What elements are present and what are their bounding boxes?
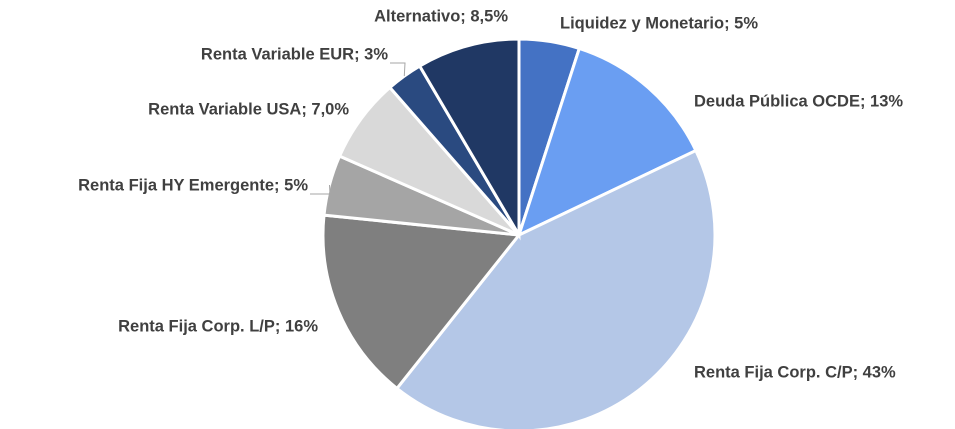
data-label: Alternativo; 8,5% (374, 7, 508, 25)
pie-slice (394, 148, 717, 429)
data-label: Renta Fija Corp. C/P; 43% (694, 363, 896, 381)
pie-slice (417, 37, 521, 241)
data-label: Deuda Pública OCDE; 13% (694, 92, 903, 110)
pie-slice (321, 213, 522, 391)
data-label: Renta Fija HY Emergente; 5% (78, 176, 308, 194)
data-label: Renta Fija Corp. L/P; 16% (118, 317, 318, 335)
data-label: Liquidez y Monetario; 5% (560, 14, 758, 32)
pie-slice (516, 46, 698, 238)
leader-line (390, 62, 406, 77)
data-label: Renta Variable EUR; 3% (201, 45, 388, 63)
data-label: Renta Variable USA; 7,0% (148, 100, 349, 118)
leader-line (310, 184, 331, 195)
